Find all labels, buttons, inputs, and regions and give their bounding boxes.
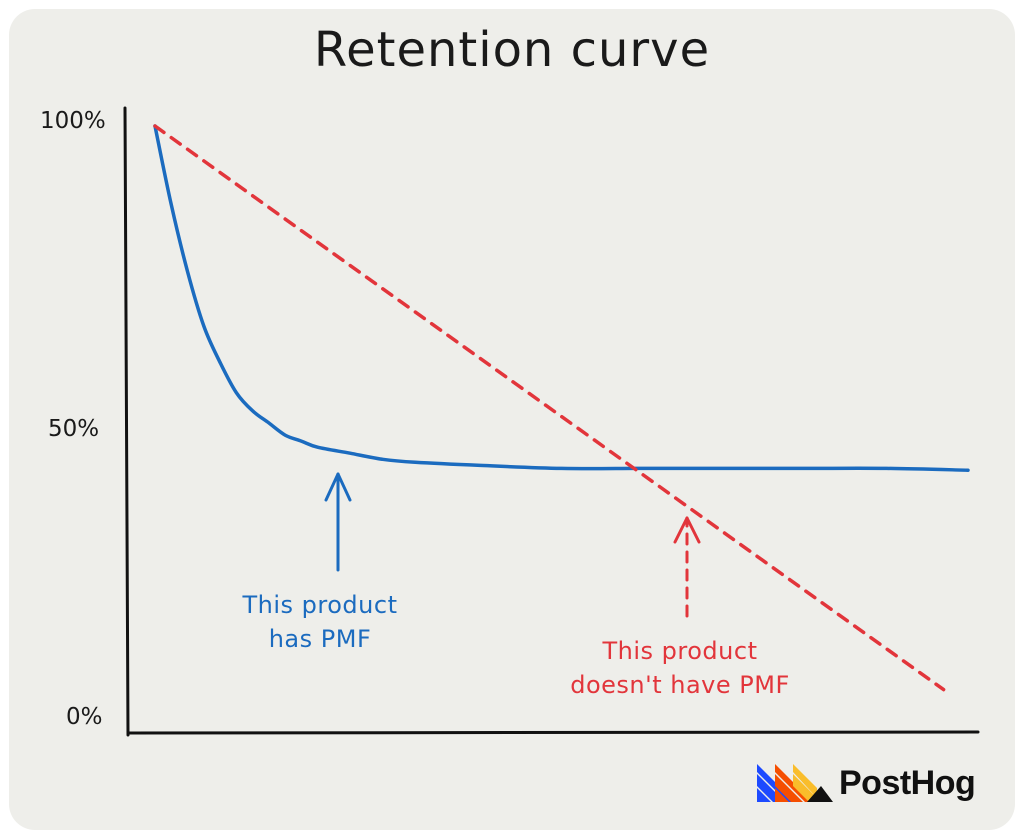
y-tick-label-0: 0%	[66, 704, 103, 730]
dashed-arrow-up-icon	[673, 516, 701, 618]
pmf-annotation-line1: This product	[242, 591, 398, 619]
no-pmf-annotation: This product doesn't have PMF	[530, 634, 830, 702]
no-pmf-annotation-line2: doesn't have PMF	[570, 671, 790, 699]
y-axis	[123, 106, 130, 737]
y-tick-label-100: 100%	[40, 108, 106, 134]
pmf-annotation-line2: has PMF	[268, 625, 372, 653]
pmf-annotation: This product has PMF	[215, 588, 425, 656]
no-pmf-annotation-line1: This product	[602, 637, 758, 665]
posthog-hedgehog-logo	[757, 764, 833, 802]
y-tick-label-50: 50%	[48, 416, 100, 442]
x-axis	[126, 730, 980, 735]
arrow-up-icon	[324, 472, 352, 572]
posthog-brand: PostHog	[755, 762, 995, 806]
brand-name: PostHog	[839, 764, 976, 802]
chart-card	[9, 9, 1015, 830]
no-pmf-series-line	[153, 124, 946, 692]
pmf-series-line	[153, 124, 970, 472]
chart-title: Retention curve	[313, 22, 711, 78]
